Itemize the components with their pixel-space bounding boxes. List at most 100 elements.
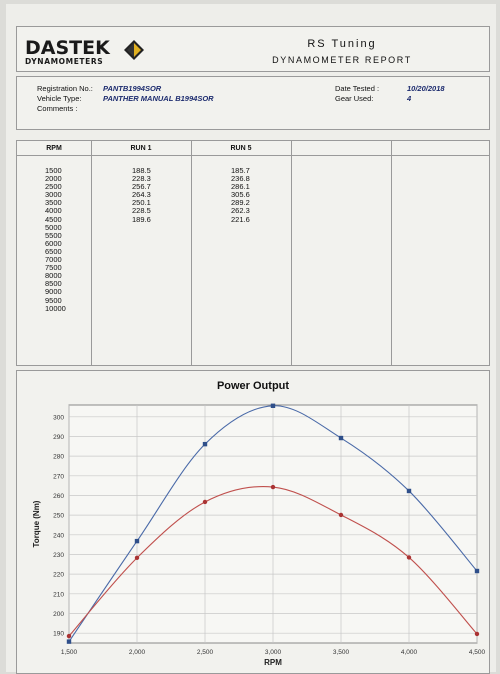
y-axis-label: Torque (Nm) bbox=[32, 500, 41, 547]
y-tick-label: 300 bbox=[53, 414, 64, 421]
y-tick-label: 280 bbox=[53, 454, 64, 461]
logo-main-text: DASTEK bbox=[25, 37, 110, 59]
registration-label: Registration No.: bbox=[37, 84, 93, 93]
date-value: 10/20/2018 bbox=[407, 84, 445, 93]
logo-sub-text: DYNAMOMETERS bbox=[25, 57, 104, 66]
y-tick-label: 240 bbox=[53, 532, 64, 539]
vehicle-label: Vehicle Type: bbox=[37, 94, 82, 103]
run1-cell: 250.1 bbox=[132, 198, 151, 208]
rpm-cell: 5000 bbox=[45, 222, 62, 232]
series-1-point bbox=[66, 639, 72, 644]
header-run5: RUN 5 bbox=[230, 145, 252, 152]
series-1-point bbox=[338, 435, 344, 441]
company-name: RS Tuning bbox=[307, 38, 377, 50]
gear-label: Gear Used: bbox=[335, 94, 374, 103]
x-tick-label: 4,000 bbox=[401, 649, 418, 656]
run1-cell: 228.5 bbox=[132, 206, 151, 216]
series-1-point bbox=[406, 488, 412, 494]
vehicle-info: Registration No.: PANTB1994SOR Vehicle T… bbox=[16, 76, 490, 130]
rpm-cell: 2500 bbox=[45, 182, 62, 192]
results-table: RPM RUN 1 RUN 5 1500 2000 2500 3000 3500 4000… bbox=[16, 140, 490, 366]
y-tick-label: 210 bbox=[53, 591, 64, 598]
run1-cell: 228.3 bbox=[132, 174, 151, 184]
run1-column: 188.5 228.3 256.7 264.3 250.1 228.5 189.6 bbox=[132, 166, 151, 224]
run5-cell: 221.6 bbox=[231, 214, 250, 224]
series-1-point bbox=[270, 403, 276, 408]
series-2-point bbox=[270, 484, 276, 490]
run5-column: 185.7 236.8 286.1 305.6 289.2 262.3 221.6 bbox=[231, 166, 250, 224]
x-tick-label: 3,000 bbox=[265, 649, 282, 656]
x-tick-label: 4,500 bbox=[469, 649, 486, 656]
x-tick-label: 1,500 bbox=[61, 649, 78, 656]
run5-cell: 286.1 bbox=[231, 182, 250, 192]
series-1-point bbox=[202, 441, 208, 447]
y-tick-label: 270 bbox=[53, 473, 64, 480]
logo-emblem-icon bbox=[124, 40, 144, 60]
header-run1: RUN 1 bbox=[130, 145, 152, 152]
y-tick-label: 200 bbox=[53, 611, 64, 618]
date-label: Date Tested : bbox=[335, 84, 380, 93]
run1-cell: 264.3 bbox=[132, 190, 151, 200]
y-tick-label: 260 bbox=[53, 493, 64, 500]
column-divider bbox=[191, 141, 192, 365]
run1-cell: 188.5 bbox=[132, 166, 151, 175]
chart-title: Power Output bbox=[216, 380, 290, 392]
rpm-cell: 8500 bbox=[45, 279, 62, 289]
run1-cell: 189.6 bbox=[132, 214, 151, 224]
run1-cell: 256.7 bbox=[132, 182, 151, 192]
rpm-cell: 10000 bbox=[45, 303, 66, 313]
rpm-cell: 8000 bbox=[45, 271, 62, 281]
dastek-logo: DASTEK DYNAMOMETERS bbox=[25, 37, 144, 66]
x-tick-label: 2,500 bbox=[197, 649, 214, 656]
y-tick-label: 250 bbox=[53, 513, 64, 520]
y-tick-label: 220 bbox=[53, 572, 64, 579]
registration-value: PANTB1994SOR bbox=[103, 84, 162, 93]
rpm-column: 1500 2000 2500 3000 3500 4000 4500 5000 5500 6000… bbox=[45, 166, 66, 313]
series-2-point bbox=[202, 499, 208, 505]
rpm-cell: 3500 bbox=[45, 198, 62, 208]
x-tick-label: 2,000 bbox=[129, 649, 146, 656]
power-chart-panel: Power Output 190 200 210 220 230 240 250 260 270… bbox=[16, 370, 490, 674]
vehicle-value: PANTHER MANUAL B1994SOR bbox=[103, 94, 214, 103]
series-2-point bbox=[406, 555, 412, 560]
power-output-chart: 190 200 210 220 230 240 250 260 270 280 290 300 1,50… bbox=[32, 403, 486, 667]
gear-value: 4 bbox=[407, 94, 412, 103]
series-2-point bbox=[66, 633, 72, 639]
rpm-cell: 6000 bbox=[45, 238, 62, 248]
series-1-point bbox=[474, 568, 480, 574]
series-2-point bbox=[338, 512, 344, 518]
y-tick-label: 190 bbox=[53, 631, 64, 638]
comments-label: Comments : bbox=[37, 104, 78, 113]
report-title: DYNAMOMETER REPORT bbox=[272, 55, 412, 65]
report-sheet: DASTEK DYNAMOMETERS RS Tuning DYNAMOMETE… bbox=[6, 4, 496, 674]
series-2-point bbox=[474, 631, 480, 637]
rpm-cell: 5500 bbox=[45, 230, 62, 240]
y-tick-label: 290 bbox=[53, 434, 64, 441]
rpm-cell: 1500 bbox=[45, 166, 62, 175]
run5-cell: 236.8 bbox=[231, 174, 250, 184]
run5-cell: 262.3 bbox=[231, 206, 250, 216]
rpm-cell: 6500 bbox=[45, 246, 62, 256]
rpm-cell: 2000 bbox=[45, 174, 62, 184]
header-rpm: RPM bbox=[46, 145, 62, 152]
rpm-cell: 9000 bbox=[45, 287, 62, 297]
x-tick-label: 3,500 bbox=[333, 649, 350, 656]
rpm-cell: 3000 bbox=[45, 190, 62, 200]
run5-cell: 185.7 bbox=[231, 166, 250, 175]
rpm-cell: 4500 bbox=[45, 214, 62, 224]
report-header: DASTEK DYNAMOMETERS RS Tuning DYNAMOMETE… bbox=[16, 26, 490, 72]
rpm-cell: 4000 bbox=[45, 206, 62, 216]
column-divider bbox=[91, 141, 92, 365]
run5-cell: 289.2 bbox=[231, 198, 250, 208]
rpm-cell: 9500 bbox=[45, 295, 62, 305]
series-2-point bbox=[134, 555, 140, 561]
run5-cell: 305.6 bbox=[231, 190, 250, 200]
series-1-point bbox=[134, 538, 140, 544]
rpm-cell: 7500 bbox=[45, 263, 62, 273]
column-divider bbox=[391, 141, 392, 365]
x-axis-label: RPM bbox=[264, 658, 282, 667]
table-header-divider bbox=[17, 155, 489, 156]
y-tick-label: 230 bbox=[53, 552, 64, 559]
rpm-cell: 7000 bbox=[45, 255, 62, 265]
column-divider bbox=[291, 141, 292, 365]
